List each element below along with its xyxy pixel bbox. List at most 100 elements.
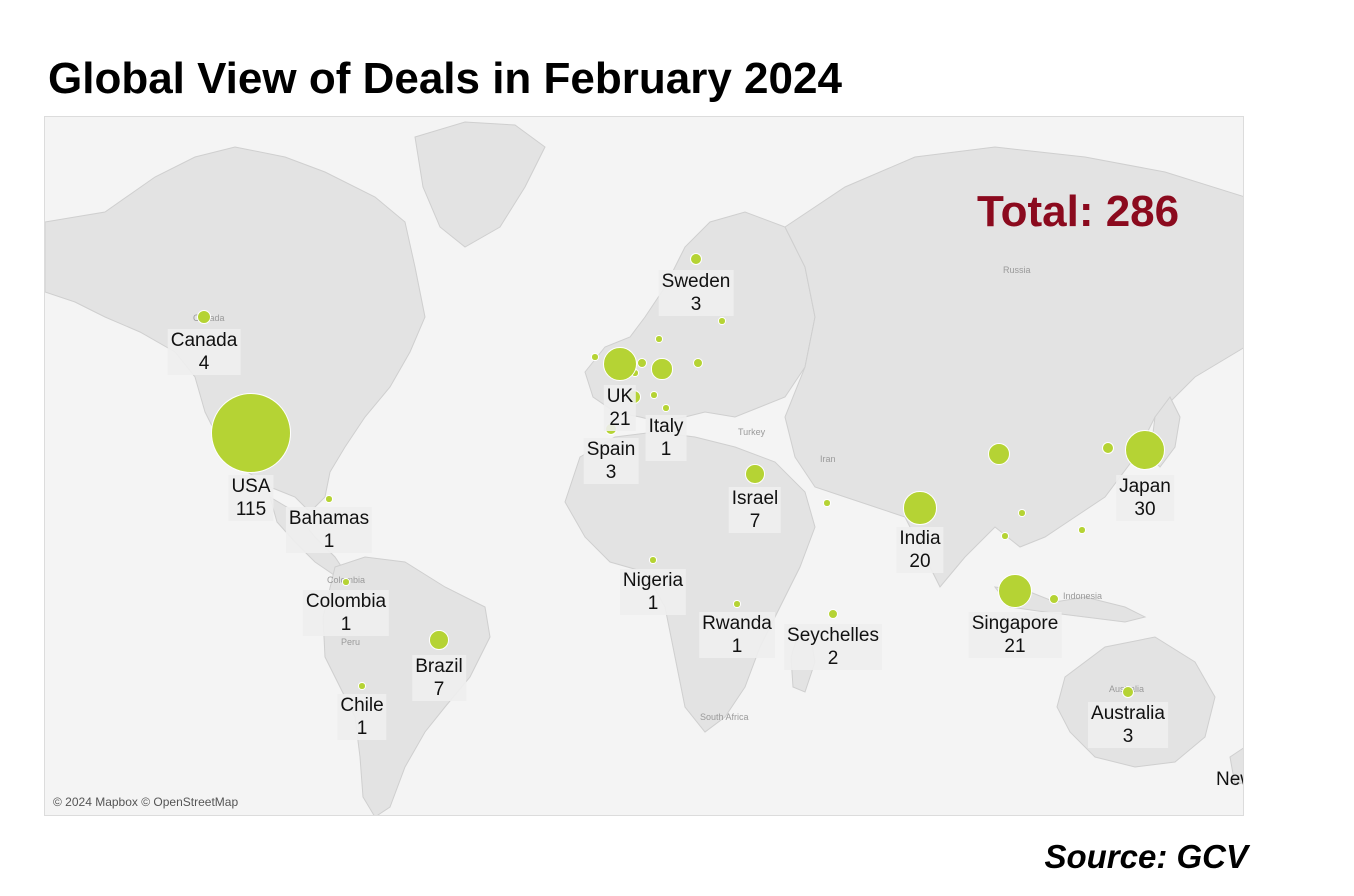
- deal-count: 1: [731, 636, 743, 657]
- map-label-turkey: Turkey: [738, 427, 766, 437]
- bubble-sweden[interactable]: [689, 252, 703, 266]
- bubble-brazil[interactable]: [429, 630, 449, 650]
- bubble-seychelles[interactable]: [827, 608, 839, 620]
- label-italy: Italy 1: [645, 415, 687, 461]
- bubble-thailand[interactable]: [1001, 532, 1009, 540]
- country-name: Chile: [340, 695, 384, 716]
- label-japan: Japan 30: [1116, 475, 1174, 521]
- deal-count: 3: [690, 294, 702, 315]
- deal-count: 30: [1134, 499, 1156, 520]
- land-greenland: [414, 121, 546, 248]
- land-new-zealand: [1229, 747, 1243, 786]
- label-israel: Israel 7: [728, 487, 782, 533]
- bubble-south-korea[interactable]: [1101, 441, 1115, 455]
- bubble-germany[interactable]: [651, 358, 673, 380]
- bubble-japan[interactable]: [1124, 429, 1166, 471]
- bubble-china[interactable]: [987, 442, 1011, 466]
- country-name: Singapore: [971, 613, 1059, 634]
- label-rwanda: Rwanda 1: [699, 612, 775, 658]
- deal-count: 3: [1122, 726, 1134, 747]
- deal-count: 7: [433, 679, 445, 700]
- deal-count: 1: [323, 531, 335, 552]
- bubble-italy[interactable]: [662, 404, 670, 412]
- country-name: Nigeria: [622, 570, 684, 591]
- country-name: Sweden: [661, 271, 731, 292]
- label-brazil: Brazil 7: [412, 655, 466, 701]
- country-name: Rwanda: [702, 613, 772, 634]
- total-deals: Total: 286: [977, 187, 1180, 236]
- deal-count: 1: [340, 614, 352, 635]
- bubble-uae[interactable]: [823, 499, 831, 507]
- country-name: Israel: [731, 488, 779, 509]
- bubble-colombia[interactable]: [342, 578, 350, 586]
- map-label-iran: Iran: [820, 454, 836, 464]
- bubble-singapore[interactable]: [997, 573, 1033, 609]
- bubble-rwanda[interactable]: [733, 600, 741, 608]
- map-label-russia: Russia: [1003, 265, 1031, 275]
- bubble-usa[interactable]: [211, 393, 291, 473]
- land-asia: [784, 146, 1243, 588]
- country-name: USA: [231, 476, 271, 497]
- bubble-vietnam[interactable]: [1018, 509, 1026, 517]
- deal-count: 2: [827, 648, 839, 669]
- bubble-netherlands[interactable]: [636, 357, 648, 369]
- deal-count: 7: [749, 511, 761, 532]
- deal-count: 4: [198, 353, 210, 374]
- deal-count: 1: [356, 718, 368, 739]
- deal-count: 3: [605, 462, 617, 483]
- label-uk: UK 21: [603, 385, 637, 431]
- label-singapore: Singapore 21: [968, 612, 1062, 658]
- source-note: Source: GCV: [1044, 838, 1248, 875]
- land-indonesia: [993, 586, 1147, 623]
- bubble-canada[interactable]: [196, 309, 212, 325]
- deal-count: 115: [235, 499, 267, 520]
- deal-count: 1: [647, 593, 659, 614]
- country-name: UK: [606, 386, 634, 407]
- bubble-estonia[interactable]: [718, 317, 726, 325]
- label-india: India 20: [896, 527, 944, 573]
- bubble-australia[interactable]: [1121, 685, 1135, 699]
- bubble-ireland[interactable]: [591, 353, 599, 361]
- country-name: Italy: [648, 416, 684, 437]
- country-name: Australia: [1091, 703, 1165, 724]
- bubble-uk[interactable]: [602, 346, 638, 382]
- world-map[interactable]: Russia Turkey Iran South Africa Peru Can…: [44, 116, 1244, 816]
- label-colombia: Colombia 1: [302, 590, 390, 636]
- country-name: Bahamas: [288, 508, 370, 529]
- label-canada: Canada 4: [167, 329, 241, 375]
- deal-count: 1: [660, 439, 672, 460]
- map-attribution[interactable]: © 2024 Mapbox © OpenStreetMap: [53, 795, 239, 809]
- bubble-philippines[interactable]: [1078, 526, 1086, 534]
- map-label-peru: Peru: [341, 637, 361, 647]
- chart-title: Global View of Deals in February 2024: [48, 54, 842, 103]
- bubble-poland[interactable]: [692, 357, 704, 369]
- bubble-israel[interactable]: [745, 464, 765, 484]
- bubble-chile[interactable]: [358, 682, 366, 690]
- country-name: Colombia: [305, 591, 387, 612]
- deal-count: 21: [609, 409, 631, 430]
- country-name: Spain: [586, 439, 636, 460]
- label-seychelles: Seychelles 2: [784, 624, 882, 670]
- bubble-bahamas[interactable]: [325, 495, 333, 503]
- label-sweden: Sweden 3: [658, 270, 734, 316]
- map-label-south-africa: South Africa: [700, 712, 749, 722]
- map-label-indonesia: Indonesia: [1063, 591, 1103, 601]
- label-nigeria: Nigeria 1: [619, 569, 687, 615]
- bubble-switzerland[interactable]: [650, 391, 658, 399]
- label-spain: Spain 3: [583, 438, 639, 484]
- country-name: Brazil: [415, 656, 463, 677]
- bubble-india[interactable]: [903, 491, 937, 525]
- label-bahamas: Bahamas 1: [285, 507, 373, 553]
- country-name: Canada: [170, 330, 238, 351]
- country-name: Seychelles: [787, 625, 879, 646]
- bubble-indonesia[interactable]: [1048, 593, 1060, 605]
- deal-count: 21: [1004, 636, 1026, 657]
- bubble-nigeria[interactable]: [649, 556, 657, 564]
- deal-count: 20: [909, 551, 931, 572]
- country-name: India: [899, 528, 941, 549]
- label-chile: Chile 1: [337, 694, 387, 740]
- offmap-label-new-zealand: New: [1216, 769, 1243, 790]
- country-name: Japan: [1119, 476, 1171, 497]
- label-australia: Australia 3: [1088, 702, 1168, 748]
- bubble-denmark[interactable]: [655, 335, 663, 343]
